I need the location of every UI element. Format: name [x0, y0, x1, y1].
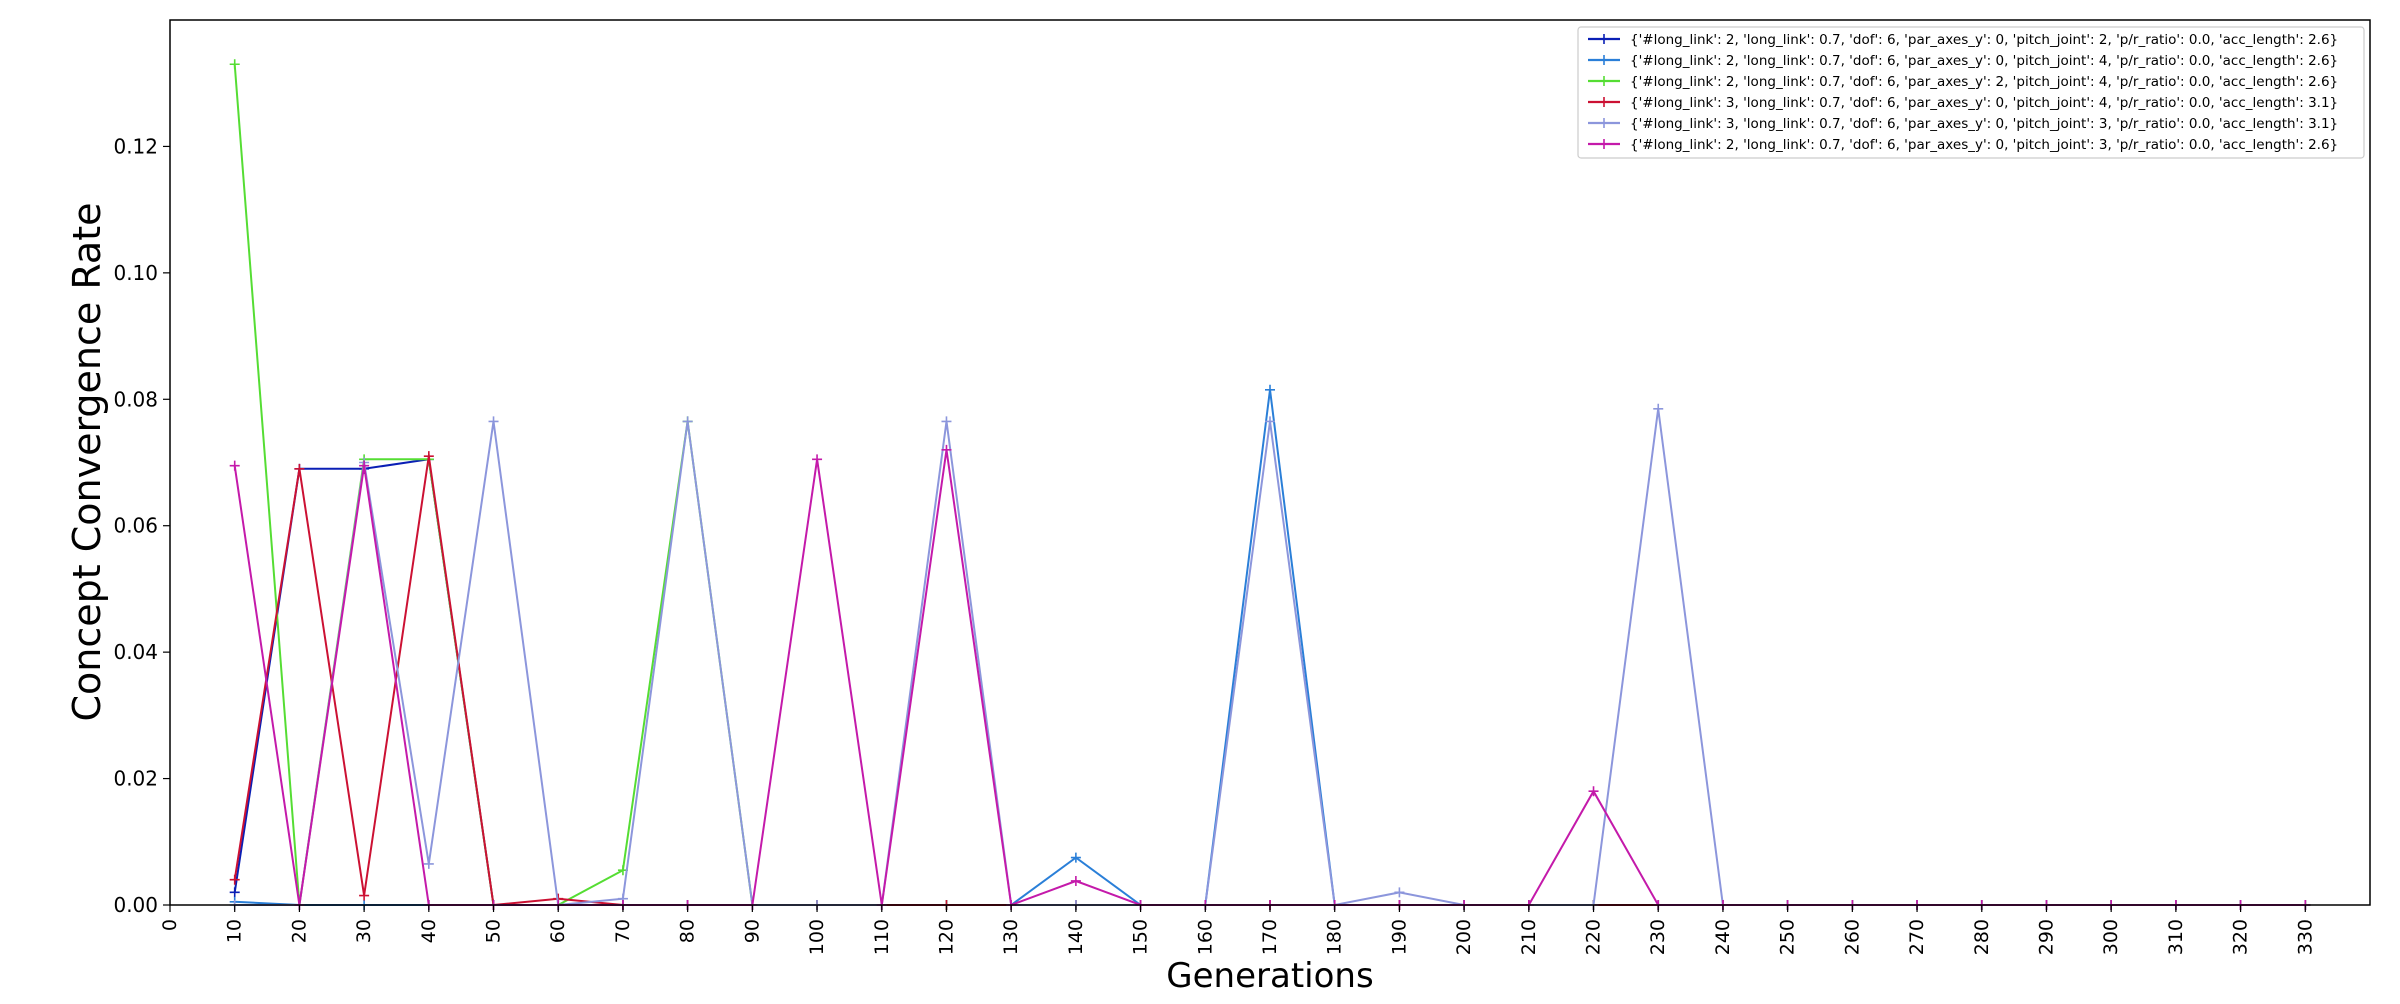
x-tick-label: 310 — [2165, 919, 2187, 955]
x-tick-label: 190 — [1388, 919, 1410, 955]
data-point — [229, 874, 240, 885]
legend-label: {'#long_link': 2, 'long_link': 0.7, 'dof… — [1630, 32, 2338, 48]
y-tick-label: 0.00 — [113, 893, 158, 917]
x-tick-label: 140 — [1065, 919, 1087, 955]
x-tick-label: 150 — [1130, 919, 1152, 955]
data-point — [423, 451, 434, 462]
data-point — [1070, 852, 1081, 863]
legend-marker — [1599, 97, 1609, 107]
y-tick-label: 0.02 — [113, 767, 158, 791]
x-tick-label: 110 — [871, 919, 893, 955]
data-point — [682, 416, 693, 427]
data-point — [1265, 416, 1275, 427]
data-point — [941, 416, 952, 427]
y-tick-label: 0.12 — [113, 134, 158, 158]
legend-label: {'#long_link': 2, 'long_link': 0.7, 'dof… — [1630, 137, 2338, 153]
x-tick-label: 320 — [2230, 919, 2252, 955]
data-point — [359, 460, 370, 471]
x-tick-label: 250 — [1777, 919, 1799, 955]
x-tick-label: 180 — [1324, 919, 1346, 955]
y-tick-label: 0.08 — [113, 387, 158, 411]
legend-marker — [1599, 34, 1609, 44]
x-tick-label: 280 — [1971, 919, 1993, 955]
data-point — [229, 460, 240, 471]
x-tick-label: 70 — [612, 919, 634, 943]
legend-marker — [1599, 55, 1609, 65]
x-tick-label: 300 — [2100, 919, 2122, 955]
x-tick-label: 30 — [353, 919, 375, 943]
legend-item: {'#long_link': 2, 'long_link': 0.7, 'dof… — [1588, 32, 2338, 48]
x-tick-label: 220 — [1583, 919, 1605, 955]
legend-box — [1577, 26, 2365, 159]
data-point — [1588, 786, 1599, 797]
x-tick-label: 130 — [1000, 919, 1022, 955]
legend-label: {'#long_link': 3, 'long_link': 0.7, 'dof… — [1630, 116, 2338, 132]
x-tick-label: 210 — [1518, 919, 1540, 955]
legend-label: {'#long_link': 3, 'long_link': 0.7, 'dof… — [1630, 95, 2338, 111]
x-tick-label: 60 — [547, 919, 569, 943]
data-point — [488, 416, 499, 427]
data-point — [294, 463, 305, 474]
x-tick-label: 100 — [806, 919, 828, 955]
x-tick-label: 10 — [224, 919, 246, 943]
x-tick-label: 200 — [1453, 919, 1475, 955]
data-point — [229, 887, 240, 898]
data-point — [812, 454, 823, 465]
x-tick-label: 260 — [1841, 919, 1863, 955]
y-tick-label: 0.04 — [113, 640, 158, 664]
data-point — [1070, 875, 1081, 886]
legend-marker — [1599, 139, 1609, 149]
data-point — [1394, 887, 1405, 898]
data-point — [1265, 384, 1275, 395]
legend-item: {'#long_link': 2, 'long_link': 0.7, 'dof… — [1588, 137, 2338, 153]
legend-marker — [1599, 76, 1609, 86]
data-point — [1653, 403, 1664, 414]
legend-item: {'#long_link': 2, 'long_link': 0.7, 'dof… — [1588, 53, 2338, 69]
legend: {'#long_link': 2, 'long_link': 0.7, 'dof… — [1577, 26, 2365, 159]
legend-item: {'#long_link': 2, 'long_link': 0.7, 'dof… — [1588, 74, 2338, 90]
legend-label: {'#long_link': 2, 'long_link': 0.7, 'dof… — [1630, 74, 2338, 90]
x-tick-label: 330 — [2294, 919, 2316, 955]
x-tick-label: 230 — [1647, 919, 1669, 955]
y-axis: 0.00 0.02 0.04 0.06 0.08 0.10 0.12 — [113, 134, 170, 917]
legend-label: {'#long_link': 2, 'long_link': 0.7, 'dof… — [1630, 53, 2338, 69]
x-tick-label: 50 — [483, 919, 505, 943]
data-point — [941, 444, 952, 455]
data-point — [229, 59, 240, 70]
x-tick-label: 40 — [418, 919, 440, 943]
x-tick-label: 90 — [741, 919, 763, 943]
y-tick-label: 0.06 — [113, 514, 158, 538]
legend-item: {'#long_link': 3, 'long_link': 0.7, 'dof… — [1588, 116, 2338, 132]
data-point — [359, 890, 370, 901]
x-tick-label: 270 — [1906, 919, 1928, 955]
x-axis-label: Generations — [1166, 956, 1373, 996]
x-axis: 0 10 20 30 40 50 60 70 80 90 100 110 120 130 140 150 160… — [159, 905, 2316, 955]
x-tick-label: 80 — [677, 919, 699, 943]
x-tick-label: 240 — [1712, 919, 1734, 955]
y-axis-label: Concept Convergence Rate — [65, 203, 109, 722]
x-tick-label: 170 — [1259, 919, 1281, 955]
x-tick-label: 20 — [288, 919, 310, 943]
x-tick-label: 160 — [1194, 919, 1216, 955]
data-point — [423, 858, 434, 869]
x-tick-label: 0 — [159, 919, 181, 931]
x-tick-label: 120 — [935, 919, 957, 955]
legend-marker — [1599, 118, 1609, 128]
legend-item: {'#long_link': 3, 'long_link': 0.7, 'dof… — [1588, 95, 2338, 111]
x-tick-label: 290 — [2035, 919, 2057, 955]
y-tick-label: 0.10 — [113, 261, 158, 285]
